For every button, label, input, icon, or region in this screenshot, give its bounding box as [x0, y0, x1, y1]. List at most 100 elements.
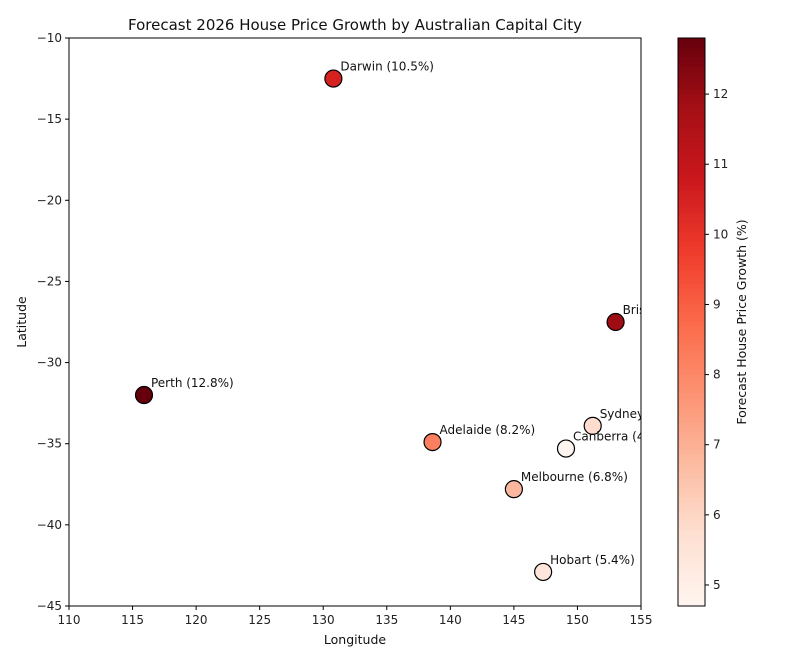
colorbar-segment	[678, 90, 705, 96]
colorbar-segment	[678, 189, 705, 195]
colorbar-segment	[678, 260, 705, 266]
colorbar-segment	[678, 563, 705, 569]
colorbar-segment	[678, 279, 705, 285]
colorbar-segment	[678, 56, 705, 63]
colorbar-segment	[678, 94, 705, 101]
point-label-darwin: Darwin (10.5%)	[340, 60, 434, 74]
x-tick-label-130: 130	[312, 613, 335, 627]
colorbar-segment	[678, 497, 705, 503]
colorbar-segment	[678, 426, 705, 432]
colorbar-segment	[678, 459, 705, 465]
colorbar-segment	[678, 388, 705, 394]
colorbar-segment	[678, 530, 705, 536]
colorbar-segment	[678, 118, 705, 124]
colorbar-segment	[678, 265, 705, 271]
colorbar-segment	[678, 222, 705, 228]
colorbar-segment	[678, 501, 705, 508]
colorbar-segment	[678, 61, 705, 67]
colorbar-segment	[678, 393, 705, 399]
x-tick-label-145: 145	[502, 613, 525, 627]
colorbar: 5 6 7 8 9 10 11 12	[677, 37, 728, 607]
colorbar-segment	[678, 591, 705, 598]
colorbar-segment	[678, 435, 705, 441]
colorbar-segment	[678, 359, 705, 366]
colorbar-segment	[678, 71, 705, 77]
colorbar-segment	[678, 288, 705, 295]
point-label-perth: Perth (12.8%)	[151, 376, 234, 390]
colorbar-segment	[678, 553, 705, 560]
colorbar-segment	[678, 151, 705, 157]
x-tick-label-150: 150	[566, 613, 589, 627]
colorbar-segment	[678, 161, 705, 167]
colorbar-segment	[678, 284, 705, 290]
colorbar-segment	[678, 345, 705, 351]
colorbar-segment	[678, 364, 705, 370]
colorbar-segment	[678, 544, 705, 550]
colorbar-segment	[678, 402, 705, 408]
colorbar-segment	[678, 104, 705, 110]
colorbar-segment	[678, 75, 705, 82]
colorbar-segment	[678, 482, 705, 489]
y-tick-label--10: −10	[37, 31, 62, 45]
point-melbourne	[504, 480, 523, 499]
colorbar-segment	[678, 113, 705, 120]
colorbar-segment	[678, 322, 705, 328]
colorbar-segment	[678, 440, 705, 446]
colorbar-segment	[678, 525, 705, 531]
colorbar-segment	[678, 38, 705, 44]
colorbar-segment	[678, 194, 705, 200]
colorbar-segment	[678, 303, 705, 309]
colorbar-tick-label-6: 6	[713, 508, 721, 522]
colorbar-segment	[678, 445, 705, 451]
x-tick-label-110: 110	[58, 613, 81, 627]
colorbar-segment	[678, 587, 705, 593]
colorbar-segment	[678, 132, 705, 138]
colorbar-tick-label-12: 12	[713, 87, 728, 101]
colorbar-segment	[678, 468, 705, 475]
point-label-brisbane: Brisbane (11.9%)	[623, 303, 727, 317]
data-points	[134, 69, 625, 582]
colorbar-tick-label-5: 5	[713, 578, 721, 592]
colorbar-segment	[678, 170, 705, 176]
colorbar-tick-label-7: 7	[713, 438, 721, 452]
colorbar-tick-label-9: 9	[713, 297, 721, 311]
colorbar-segment	[678, 374, 705, 380]
colorbar-segment	[678, 80, 705, 86]
y-tick-label--15: −15	[37, 112, 62, 126]
point-perth	[134, 385, 154, 405]
x-axis-label: Longitude	[324, 632, 386, 647]
colorbar-segment	[678, 369, 705, 375]
colorbar-segment	[678, 52, 705, 58]
colorbar-segment	[678, 516, 705, 522]
colorbar-segment	[678, 506, 705, 512]
colorbar-segment	[678, 269, 705, 276]
colorbar-segment	[678, 232, 705, 238]
colorbar-segment	[678, 227, 705, 233]
point-canberra	[556, 439, 576, 458]
point-labels: Darwin (10.5%) Brisbane (11.9%) Perth (12.…	[151, 60, 727, 567]
x-tick-label-135: 135	[375, 613, 398, 627]
colorbar-segment	[678, 416, 705, 422]
point-label-melbourne: Melbourne (6.8%)	[521, 470, 628, 484]
colorbar-segment	[678, 217, 705, 224]
colorbar-segment	[678, 407, 705, 413]
y-tick-label--25: −25	[37, 274, 62, 288]
colorbar-segment	[678, 378, 705, 385]
colorbar-tick-label-8: 8	[713, 368, 721, 382]
x-tick-label-115: 115	[121, 613, 144, 627]
point-label-hobart: Hobart (5.4%)	[550, 553, 635, 567]
colorbar-segment	[678, 558, 705, 564]
colorbar-segment	[678, 350, 705, 356]
colorbar-label: Forecast House Price Growth (%)	[734, 219, 749, 424]
point-label-adelaide: Adelaide (8.2%)	[440, 423, 536, 437]
colorbar-segment	[678, 184, 705, 191]
colorbar-segment	[678, 246, 705, 252]
colorbar-segment	[678, 208, 705, 214]
colorbar-segment	[678, 464, 705, 470]
point-darwin	[324, 69, 343, 88]
colorbar-segment	[678, 180, 705, 186]
colorbar-segment	[678, 336, 705, 342]
colorbar-segment	[678, 539, 705, 546]
point-label-canberra: Canberra (4.7%)	[573, 430, 672, 444]
colorbar-frame	[677, 37, 706, 607]
